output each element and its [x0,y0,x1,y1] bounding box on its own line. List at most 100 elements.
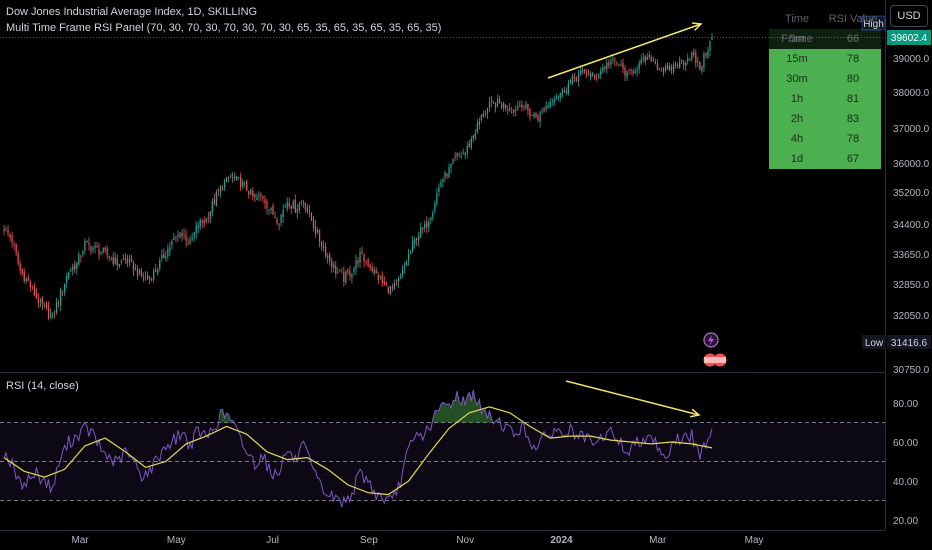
candle-body [15,243,17,254]
candle [699,61,701,71]
candle-body [308,210,311,212]
candle-body [88,242,90,245]
candle [670,64,673,75]
candle-body [227,177,230,179]
candle-body [529,108,531,117]
candle-body [369,264,371,269]
rsi-trend-arrow[interactable] [565,380,701,418]
candle [74,260,76,274]
candle [628,69,630,75]
candle [555,93,557,101]
rsi-panel-row-2h: 2h 83 [769,109,881,129]
flag-stripes [704,357,726,363]
currency-button[interactable]: USD [890,5,928,27]
candle [424,220,426,233]
price-tick-label: 32850.0 [893,280,930,291]
candle [385,280,387,287]
candle [529,108,531,121]
candle [146,271,149,280]
candle [545,100,547,113]
candle-body [53,313,56,314]
candle [39,298,42,308]
candle-body [140,271,143,277]
candle-body [355,260,357,270]
candle-body [357,259,359,264]
candle-body [33,286,35,296]
events-icons[interactable] [703,332,727,367]
candle-body [573,77,576,79]
candle-body [7,229,9,234]
price-trend-arrow[interactable] [547,22,703,79]
candle [300,199,302,206]
candle-body [418,236,420,241]
candle [422,227,424,234]
candle [626,70,628,81]
candle [387,286,389,295]
candle [250,189,252,196]
candle-body [654,61,656,64]
candle-body [136,269,139,276]
candle [575,76,578,83]
candle-body [428,221,430,228]
candle [55,297,58,315]
candle [507,105,509,115]
candle [308,204,311,218]
candle [531,114,533,116]
candle-body [482,114,485,117]
candle-body [213,198,216,204]
candle-body [45,303,48,308]
candle [587,69,590,76]
candle-body [173,237,175,240]
candle-body [707,50,709,58]
candle [296,204,298,219]
candle-body [409,250,412,253]
candle [585,69,588,78]
candle-body [66,275,68,283]
candle-body [84,241,86,251]
candle [458,152,460,158]
candle-body [128,259,131,263]
candle [567,80,570,96]
candle-body [703,53,705,68]
candle [683,59,685,71]
candle [598,73,600,80]
candle-body [646,57,648,60]
candle [167,244,169,261]
candle [205,217,207,224]
rsi-overbought-fill [220,409,233,423]
candle [274,211,276,219]
low-badge-label: Low [865,338,884,349]
candle-body [513,109,515,113]
indicator-title[interactable]: Multi Time Frame RSI Panel (70, 30, 70, … [6,22,442,34]
candle-body [391,286,394,289]
candle [600,67,602,80]
candle [691,51,693,62]
candle-body [333,264,335,268]
candle [676,62,679,69]
candle [316,227,319,235]
candle [92,246,94,254]
candle [608,59,610,69]
candle-body [322,245,325,248]
candle-body [278,224,280,226]
candle-body [337,272,339,274]
candle-body [181,232,183,237]
candle [490,95,493,108]
candle-body [525,103,527,108]
rsi-panel-timeframe: 5m [789,33,805,45]
candle [679,56,681,69]
candle-body [701,66,703,72]
candle [476,119,478,134]
candle-body [39,298,42,302]
candle [124,252,126,265]
candle [648,50,650,60]
candle [136,265,139,281]
candle [134,263,137,271]
candle-body [511,111,513,114]
candle-body [689,58,691,60]
time-tick-label: May [745,535,764,546]
rsi-line [3,389,713,508]
rsi-title[interactable]: RSI (14, close) [6,380,79,392]
candle [207,211,209,223]
